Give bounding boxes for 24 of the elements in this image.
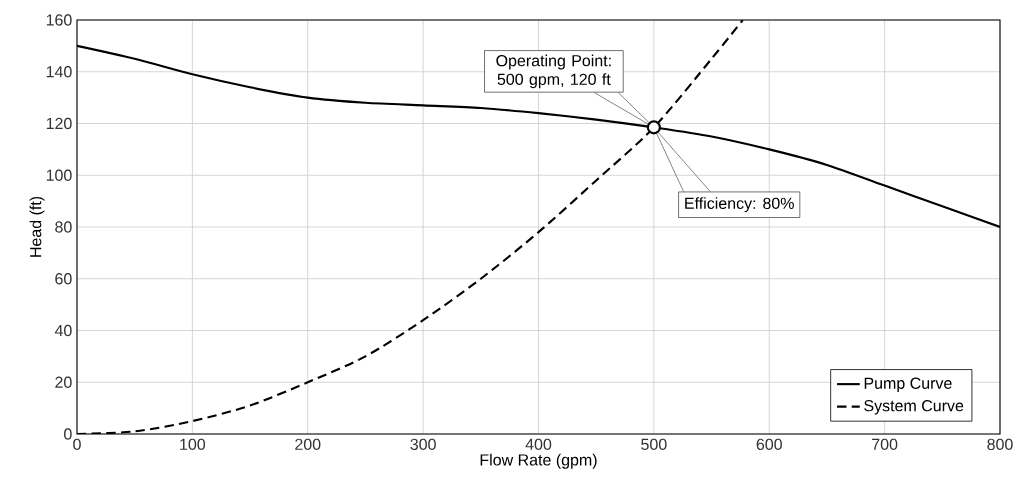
x-tick-label: 500 [641,438,667,451]
x-tick-label: 800 [987,438,1013,451]
y-tick-label: 20 [55,376,72,388]
y-tick-label: 40 [54,324,72,337]
y-tick-label: 160 [46,14,72,26]
x-tick-label: 100 [180,438,206,451]
x-tick-label: 600 [756,438,782,451]
legend-label: Pump Curve [864,377,952,393]
y-tick-label: 100 [46,169,72,181]
x-tick-label: 200 [295,438,321,451]
legend-label: System Curve [864,400,964,415]
y-tick-label: 0 [64,428,72,440]
x-axis-title: Flow Rate (gpm) [480,453,597,469]
x-tick-label: 300 [410,438,436,451]
x-tick-label: 400 [525,438,552,451]
x-tick-label: 700 [872,438,898,451]
y-tick-label: 60 [55,273,72,285]
y-tick-label: 80 [55,221,72,233]
x-tick-label: 0 [73,438,81,451]
y-axis-title: Head (ft) [29,196,45,257]
annotation: Operating Point: 500 gpm, 120 ft [496,54,611,89]
y-tick-label: 140 [46,66,72,78]
y-tick-label: 120 [46,117,72,130]
annotation: Efficiency: 80% [685,197,794,213]
